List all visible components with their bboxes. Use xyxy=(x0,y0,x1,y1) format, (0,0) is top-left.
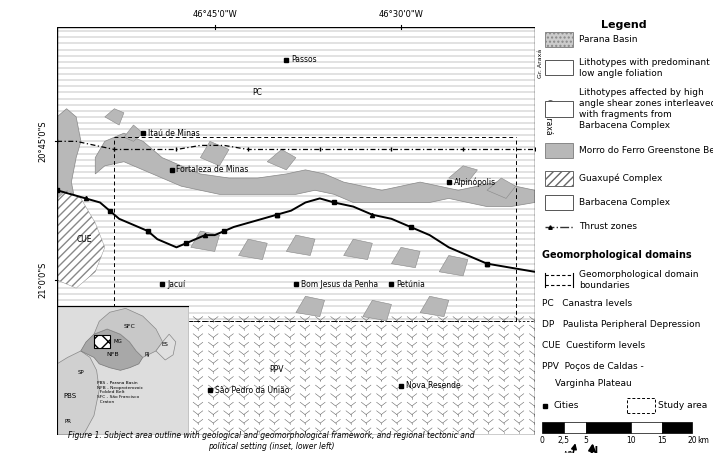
Text: Fortaleza de Minas: Fortaleza de Minas xyxy=(177,165,249,174)
Text: ES: ES xyxy=(162,342,169,347)
Polygon shape xyxy=(81,329,143,371)
Text: PR: PR xyxy=(64,419,71,424)
Text: 21°0'0"S: 21°0'0"S xyxy=(39,262,48,298)
Text: Morro do Ferro Greenstone Belt: Morro do Ferro Greenstone Belt xyxy=(580,146,713,155)
Text: PPV  Poços de Caldas -: PPV Poços de Caldas - xyxy=(542,362,644,371)
Polygon shape xyxy=(363,300,391,321)
Text: Geomorphological domains: Geomorphological domains xyxy=(542,250,692,260)
Text: N: N xyxy=(589,445,597,453)
Text: km: km xyxy=(697,436,709,445)
Text: PC: PC xyxy=(252,88,262,97)
Bar xyxy=(545,171,573,186)
Bar xyxy=(545,60,573,75)
Text: PPV: PPV xyxy=(270,365,284,374)
Text: A: A xyxy=(556,106,561,112)
Bar xyxy=(94,336,110,348)
Polygon shape xyxy=(296,296,324,317)
Text: Study area: Study area xyxy=(658,401,707,410)
Text: 15: 15 xyxy=(657,436,667,445)
Polygon shape xyxy=(391,247,420,268)
Bar xyxy=(545,143,573,158)
Polygon shape xyxy=(105,109,124,125)
Text: CUE: CUE xyxy=(76,235,92,244)
Text: 20: 20 xyxy=(687,436,697,445)
Text: Itaú de Minas: Itaú de Minas xyxy=(148,129,200,138)
Text: Barbacena Complex: Barbacena Complex xyxy=(580,198,670,207)
Bar xyxy=(627,398,655,414)
Text: MN: MN xyxy=(563,451,575,453)
Text: Gr. Araxá: Gr. Araxá xyxy=(538,49,543,78)
Text: Petúnia: Petúnia xyxy=(396,280,425,289)
Bar xyxy=(662,422,692,433)
Text: São Pedro da União: São Pedro da União xyxy=(215,386,289,395)
Text: Legend: Legend xyxy=(601,20,647,30)
Text: Thrust zones: Thrust zones xyxy=(580,222,637,231)
Polygon shape xyxy=(487,178,515,198)
Polygon shape xyxy=(287,235,315,255)
Text: 46°30'0"W: 46°30'0"W xyxy=(379,10,424,19)
Polygon shape xyxy=(439,255,468,276)
Text: Nova Resende: Nova Resende xyxy=(406,381,461,390)
Text: Lithotypes affected by high
angle shear zones interleaved
with fragments from
Ba: Lithotypes affected by high angle shear … xyxy=(580,88,713,130)
Text: MG: MG xyxy=(113,339,122,344)
Text: Alpinópolis: Alpinópolis xyxy=(453,178,496,187)
Bar xyxy=(564,422,586,433)
Bar xyxy=(545,101,573,117)
Text: DP   Paulista Peripheral Depression: DP Paulista Peripheral Depression xyxy=(542,320,700,329)
Bar xyxy=(57,321,535,435)
Text: Bom Jesus da Penha: Bom Jesus da Penha xyxy=(301,280,378,289)
Text: Cities: Cities xyxy=(554,401,579,410)
Bar xyxy=(542,422,564,433)
Text: 5: 5 xyxy=(584,436,589,445)
Polygon shape xyxy=(124,125,143,141)
Text: PC   Canastra levels: PC Canastra levels xyxy=(542,299,632,308)
Polygon shape xyxy=(96,133,535,207)
Bar xyxy=(545,32,573,47)
Bar xyxy=(114,321,535,435)
Polygon shape xyxy=(57,351,99,435)
Bar xyxy=(631,422,662,433)
Polygon shape xyxy=(57,109,81,231)
Polygon shape xyxy=(448,166,478,182)
Polygon shape xyxy=(239,239,267,260)
Polygon shape xyxy=(191,231,220,251)
Text: Gr. Araxá: Gr. Araxá xyxy=(544,99,553,135)
Text: PBS: PBS xyxy=(63,393,77,399)
Text: SP: SP xyxy=(78,371,84,376)
Text: PBS - Parana Basin
NFB - Neoproterozoic
  Folded Belt
SFC - São Francisco
  Crat: PBS - Parana Basin NFB - Neoproterozoic … xyxy=(97,381,143,404)
Text: Jacuí: Jacuí xyxy=(167,280,185,289)
Text: SFC: SFC xyxy=(123,324,135,329)
Text: RJ: RJ xyxy=(144,352,150,357)
Polygon shape xyxy=(57,190,105,288)
Text: 0: 0 xyxy=(539,436,544,445)
Text: Parana Basin: Parana Basin xyxy=(580,35,638,44)
Text: 2,5: 2,5 xyxy=(558,436,570,445)
Polygon shape xyxy=(156,334,176,360)
Text: Figure 1. Subject area outline with geological and geomorphological framework, a: Figure 1. Subject area outline with geol… xyxy=(68,431,474,451)
Text: NFB: NFB xyxy=(106,352,119,357)
Polygon shape xyxy=(94,308,163,357)
Text: Varginha Plateau: Varginha Plateau xyxy=(555,380,632,388)
Text: 20°45'0"S: 20°45'0"S xyxy=(39,120,48,162)
Text: Geomorphological domain
boundaries: Geomorphological domain boundaries xyxy=(580,270,699,290)
Polygon shape xyxy=(200,141,229,166)
Bar xyxy=(586,422,631,433)
Text: 10: 10 xyxy=(626,436,635,445)
Text: Passos: Passos xyxy=(291,55,317,64)
Text: Guaxupé Complex: Guaxupé Complex xyxy=(580,174,663,183)
Bar xyxy=(545,195,573,210)
Polygon shape xyxy=(267,149,296,170)
Text: Lithotypes with predominant
low angle foliation: Lithotypes with predominant low angle fo… xyxy=(580,58,710,78)
Text: 46°45'0"W: 46°45'0"W xyxy=(193,10,237,19)
Text: CUE  Cuestiform levels: CUE Cuestiform levels xyxy=(542,341,645,350)
Polygon shape xyxy=(344,239,372,260)
Polygon shape xyxy=(420,296,448,317)
